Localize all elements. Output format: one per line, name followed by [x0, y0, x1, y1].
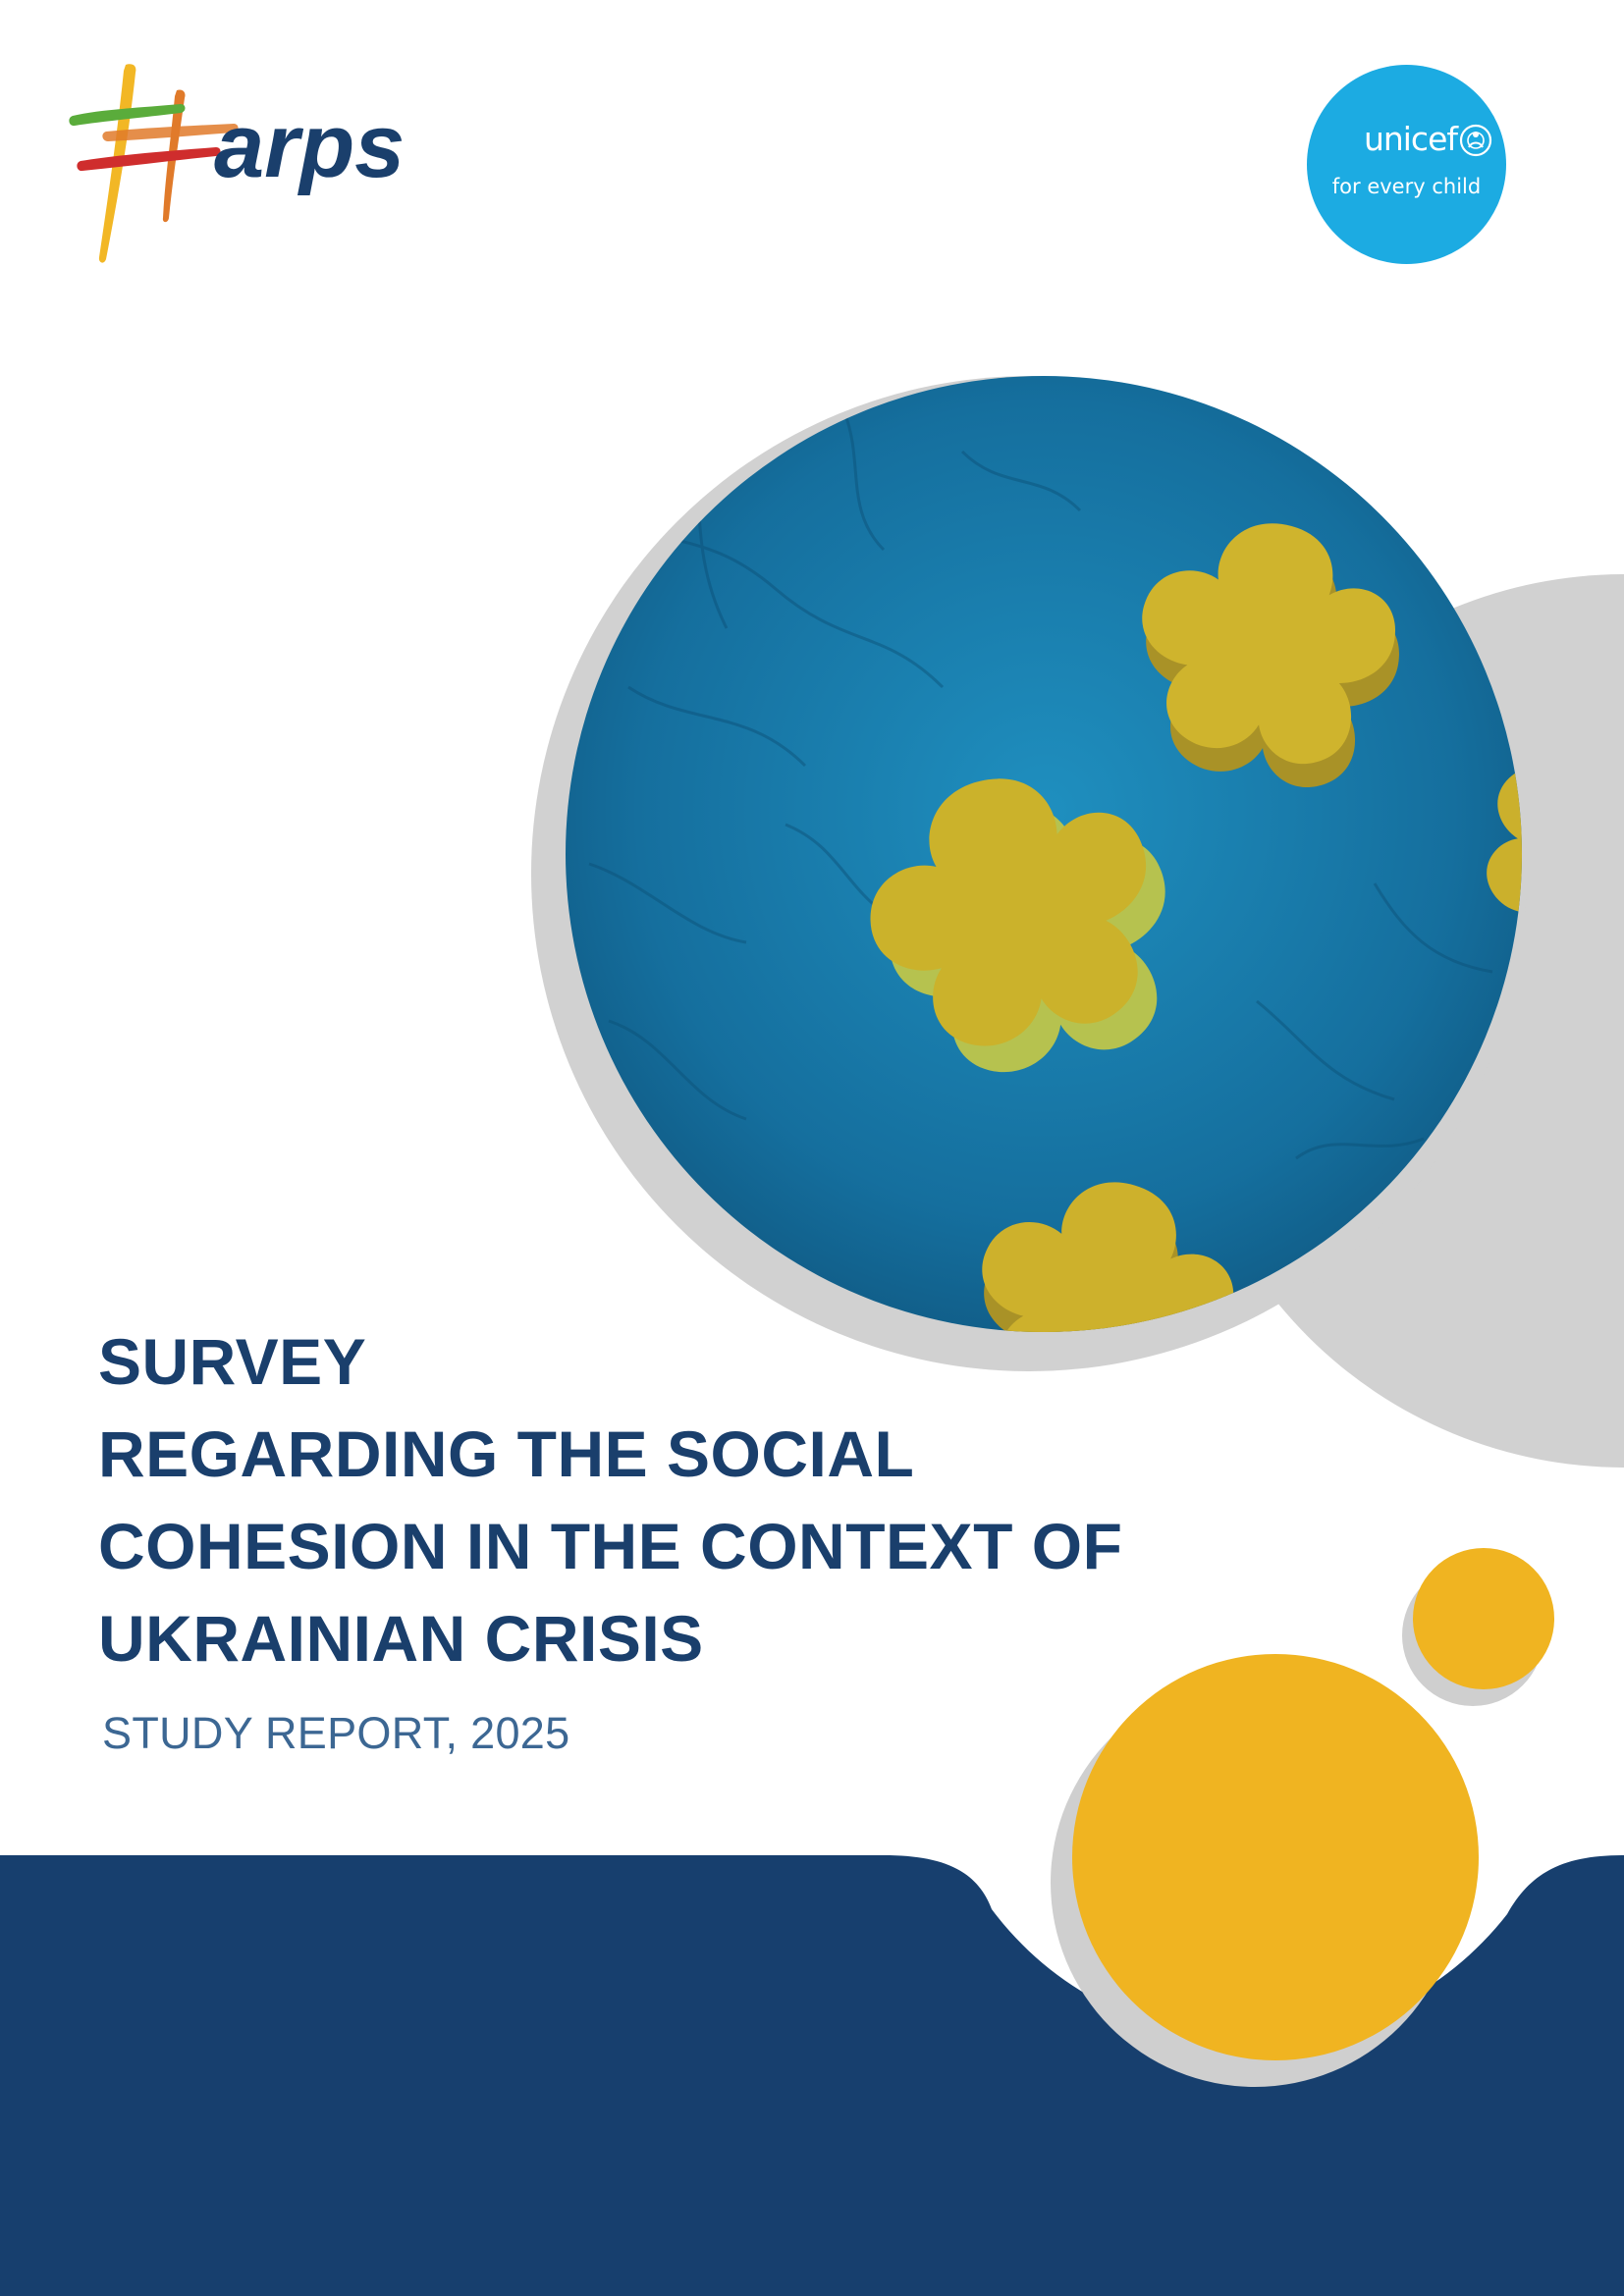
title-line-4: UKRAINIAN CRISIS	[98, 1602, 704, 1675]
unicef-emblem-icon	[1459, 124, 1492, 157]
title-line-3: COHESION IN THE CONTEXT OF	[98, 1510, 1123, 1582]
harps-logo-mark: arps	[69, 64, 405, 263]
unicef-wordmark: unicef	[1363, 120, 1458, 158]
unicef-logo: unicef for every child	[1307, 65, 1506, 264]
harps-logo: arps	[67, 61, 469, 267]
report-subtitle: STUDY REPORT, 2025	[102, 1708, 570, 1758]
report-title: SURVEY REGARDING THE SOCIAL COHESION IN …	[98, 1315, 1198, 1684]
navy-bottom-band	[0, 1855, 1624, 2296]
title-line-2: REGARDING THE SOCIAL	[98, 1417, 915, 1490]
harps-wordmark: arps	[214, 96, 405, 196]
gold-circle-small	[1413, 1548, 1554, 1689]
unicef-tagline: for every child	[1331, 175, 1482, 198]
title-line-1: SURVEY	[98, 1325, 367, 1398]
gold-circle-large	[1072, 1654, 1479, 2060]
